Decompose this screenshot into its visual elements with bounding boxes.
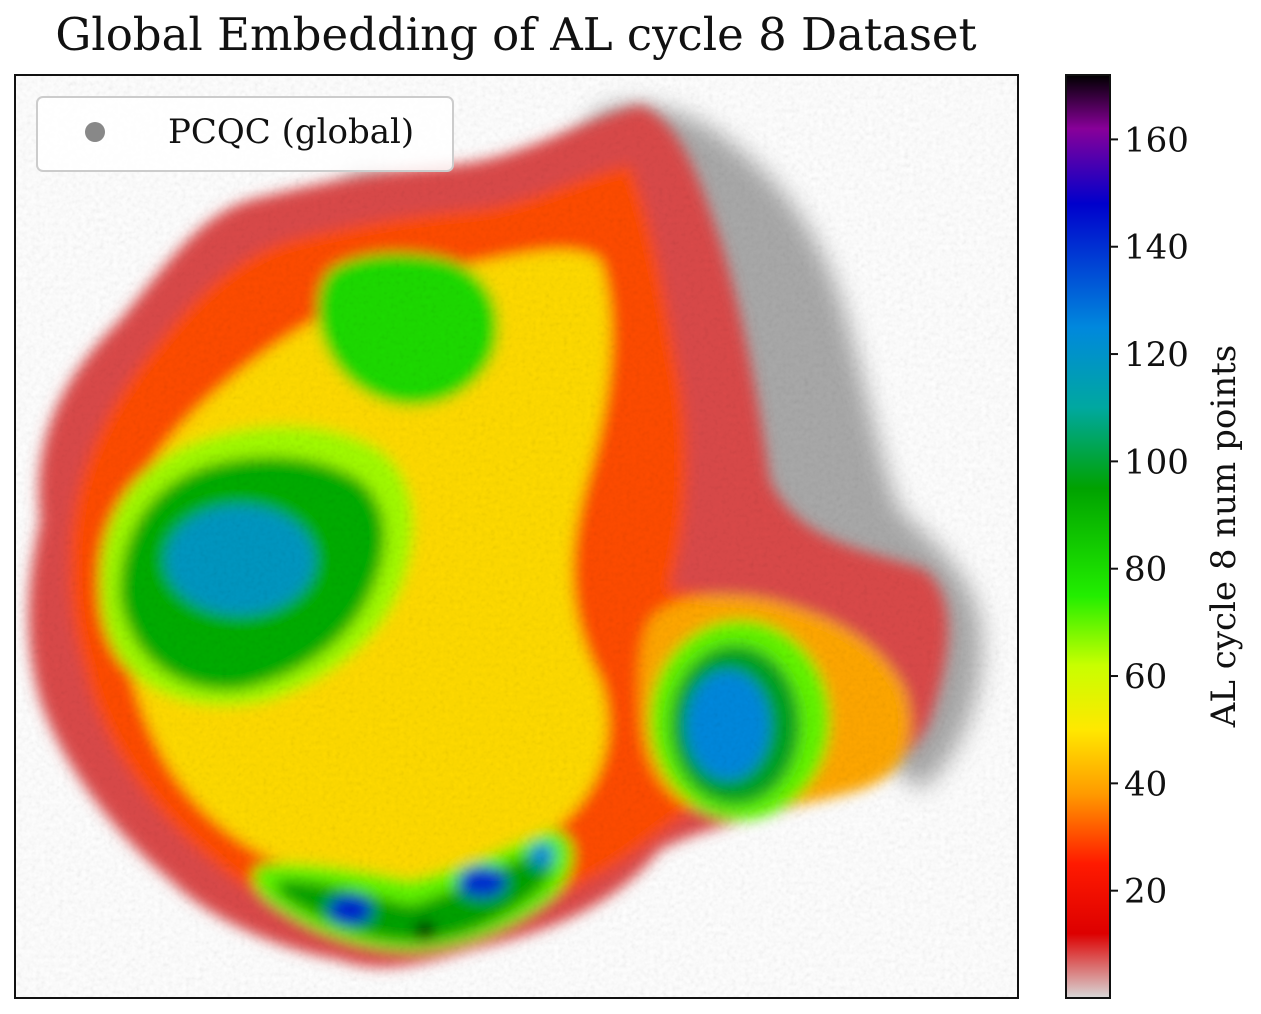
colorbar-tick-label-100: 100 (1124, 442, 1189, 482)
colorbar-tick-label-40: 40 (1124, 764, 1167, 804)
plot-frame (14, 74, 1019, 999)
colorbar-frame (1065, 74, 1111, 999)
colorbar-tick-label-20: 20 (1124, 872, 1167, 912)
colorbar-tick-label-160: 160 (1124, 120, 1189, 160)
colorbar-tick-label-80: 80 (1124, 550, 1167, 590)
colorbar-tick-label-120: 120 (1124, 335, 1189, 375)
colorbar: 20 40 60 80 100 120 140 160 AL cycle 8 num poin… (1065, 74, 1244, 999)
colorbar-fill (1066, 75, 1110, 998)
colorbar-tick-label-60: 60 (1124, 657, 1167, 697)
plot-area (15, 75, 1018, 998)
colorbar-ticks: 20 40 60 80 100 120 140 160 (1110, 120, 1189, 912)
colorbar-label: AL cycle 8 num points (1204, 345, 1244, 728)
legend-label: PCQC (global) (168, 112, 414, 152)
legend: PCQC (global) (36, 96, 454, 172)
legend-box (36, 96, 454, 172)
colorbar-tick-label-140: 140 (1124, 228, 1189, 268)
chart-title: Global Embedding of AL cycle 8 Dataset (55, 8, 976, 61)
legend-marker (85, 122, 105, 142)
texture-overlay (15, 75, 1018, 998)
